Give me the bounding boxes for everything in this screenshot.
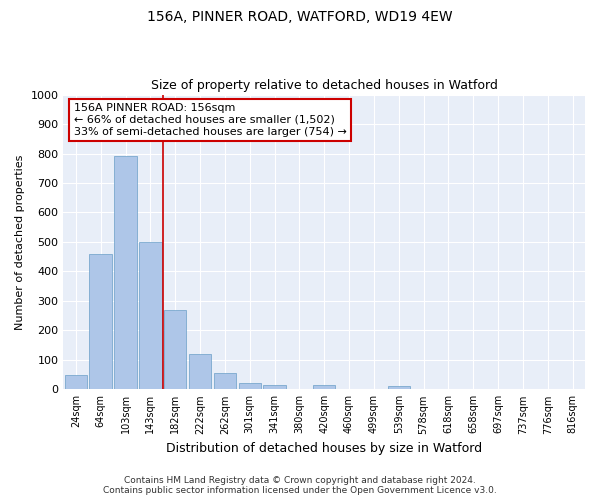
Text: 156A, PINNER ROAD, WATFORD, WD19 4EW: 156A, PINNER ROAD, WATFORD, WD19 4EW	[147, 10, 453, 24]
Bar	[263, 385, 286, 390]
Bar	[65, 374, 87, 390]
Text: 156A PINNER ROAD: 156sqm
← 66% of detached houses are smaller (1,502)
33% of sem: 156A PINNER ROAD: 156sqm ← 66% of detach…	[74, 104, 347, 136]
Bar	[189, 354, 211, 390]
Title: Size of property relative to detached houses in Watford: Size of property relative to detached ho…	[151, 79, 497, 92]
Bar	[388, 386, 410, 390]
Bar	[214, 373, 236, 390]
Bar	[313, 385, 335, 390]
Text: Contains HM Land Registry data © Crown copyright and database right 2024.
Contai: Contains HM Land Registry data © Crown c…	[103, 476, 497, 495]
Bar	[115, 156, 137, 390]
Bar	[239, 383, 261, 390]
X-axis label: Distribution of detached houses by size in Watford: Distribution of detached houses by size …	[166, 442, 482, 455]
Bar	[164, 310, 187, 390]
Bar	[139, 242, 161, 390]
Y-axis label: Number of detached properties: Number of detached properties	[15, 154, 25, 330]
Bar	[89, 254, 112, 390]
